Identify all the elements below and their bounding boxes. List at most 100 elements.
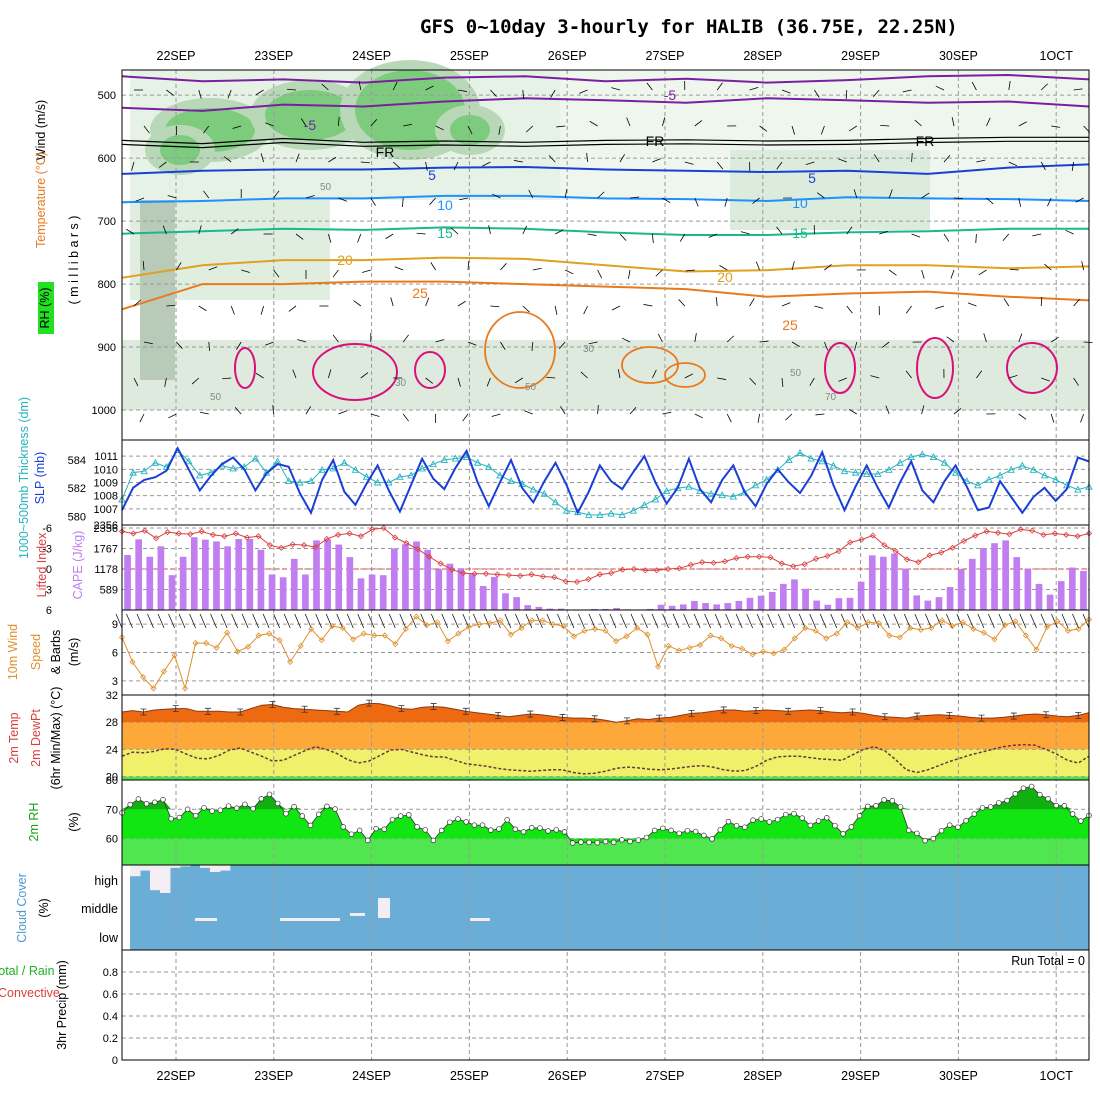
wind-speed-marker bbox=[518, 624, 525, 632]
wind-barb bbox=[921, 192, 930, 199]
thickness-marker bbox=[996, 471, 1004, 479]
wind-barb bbox=[978, 269, 987, 276]
cape-bar bbox=[791, 579, 798, 610]
wind-axis-label: Wind (m/s) bbox=[34, 100, 48, 160]
thickness-marker bbox=[729, 492, 738, 500]
isotherm-line bbox=[121, 226, 1089, 236]
lifted-index-marker bbox=[926, 552, 933, 559]
wind-barb bbox=[662, 117, 666, 127]
thickness-marker bbox=[129, 468, 137, 476]
cape-bar bbox=[491, 576, 498, 610]
li-tick: 3 bbox=[46, 585, 52, 597]
contour-label: -5 bbox=[304, 117, 317, 133]
precip-tick: 0.4 bbox=[103, 1011, 118, 1023]
wind-barb bbox=[402, 197, 404, 208]
rh-marker bbox=[799, 815, 805, 821]
high-cloud-gap bbox=[179, 865, 191, 867]
wind-barb bbox=[986, 117, 991, 127]
lifted-index-marker bbox=[847, 539, 854, 546]
wind-barb bbox=[232, 125, 242, 129]
wind-barb bbox=[1050, 336, 1059, 343]
thickness-marker bbox=[229, 464, 237, 472]
slp-line bbox=[121, 446, 1090, 516]
wind-barb bbox=[514, 377, 524, 384]
thickness-marker bbox=[340, 458, 349, 466]
wind-barb bbox=[295, 233, 304, 240]
minmax-errorbar bbox=[204, 707, 211, 715]
thickness-marker bbox=[751, 481, 760, 489]
wind-speed-marker bbox=[623, 633, 630, 640]
thickness-marker bbox=[985, 475, 993, 483]
surface-wind-barb bbox=[599, 613, 606, 629]
wind-barb bbox=[611, 87, 621, 91]
lifted-index-marker bbox=[892, 548, 899, 555]
cape-bar bbox=[724, 603, 732, 610]
cape-tick: 589 bbox=[100, 585, 118, 597]
cape-bar bbox=[991, 543, 998, 610]
wind-speed-marker bbox=[570, 633, 578, 640]
lifted-index-marker bbox=[175, 530, 182, 537]
wind-barb bbox=[338, 116, 340, 127]
surface-wind-barb bbox=[935, 613, 943, 629]
wind-speed-marker bbox=[497, 617, 504, 624]
wind-speed-marker bbox=[1054, 618, 1061, 625]
wind-barb bbox=[328, 369, 332, 379]
rh-contour-label: 50 bbox=[320, 182, 332, 193]
li-tick: -3 bbox=[42, 544, 52, 556]
surface-wind-barb bbox=[157, 613, 165, 629]
thickness-tick: 584 bbox=[68, 455, 86, 467]
wind-barb bbox=[321, 83, 329, 91]
pressure-tick: 500 bbox=[98, 90, 116, 102]
wind-barb bbox=[297, 339, 307, 343]
rh-marker bbox=[209, 808, 215, 814]
surface-wind-barb bbox=[1009, 613, 1016, 629]
minmax-errorbar bbox=[462, 707, 469, 715]
wind-barb bbox=[1018, 197, 1022, 207]
wind-barb bbox=[685, 269, 695, 272]
wind-barb bbox=[1073, 298, 1080, 307]
cape-bar bbox=[257, 549, 265, 610]
wind-barb bbox=[643, 304, 653, 307]
rh-marker bbox=[717, 827, 723, 833]
minmax-errorbar bbox=[978, 714, 985, 722]
lifted-index-marker bbox=[551, 574, 558, 581]
date-label-bottom: 22SEP bbox=[157, 1069, 196, 1083]
wind-barb bbox=[451, 227, 459, 235]
wind-tick: 6 bbox=[112, 648, 118, 660]
date-label-top: 29SEP bbox=[841, 49, 880, 63]
lifted-index-marker bbox=[630, 565, 638, 573]
rh-marker bbox=[733, 822, 740, 829]
lifted-index-marker bbox=[482, 570, 490, 577]
rh-marker bbox=[905, 827, 912, 834]
wind-barb bbox=[911, 233, 921, 238]
wind-barb bbox=[416, 232, 426, 235]
wind-barb bbox=[694, 333, 697, 343]
rh-marker bbox=[471, 822, 478, 828]
surface-wind-barb bbox=[399, 613, 407, 629]
cape-bar bbox=[379, 575, 387, 610]
surface-wind-barb bbox=[851, 613, 859, 629]
wind-barb bbox=[222, 377, 232, 380]
rh-marker bbox=[381, 826, 387, 832]
wind-speed-marker bbox=[276, 637, 283, 644]
precip-tick: 0.8 bbox=[103, 967, 118, 979]
wind-barb bbox=[332, 269, 339, 278]
thickness-marker bbox=[407, 471, 415, 479]
surface-wind-barb bbox=[620, 613, 627, 629]
instability-contour bbox=[824, 342, 856, 394]
wind-barb bbox=[715, 297, 718, 307]
wind-barb bbox=[142, 260, 145, 271]
wind-barb bbox=[1071, 161, 1074, 171]
thickness-marker bbox=[540, 489, 549, 497]
wind-speed-marker bbox=[602, 627, 609, 634]
precip-tick: 0.2 bbox=[103, 1033, 118, 1045]
thickness-marker bbox=[1007, 465, 1015, 473]
cape-bar bbox=[546, 608, 554, 610]
rh-marker bbox=[225, 803, 232, 809]
wind-barb bbox=[457, 89, 467, 92]
wind-barb bbox=[953, 197, 964, 200]
wind-barb bbox=[558, 341, 566, 349]
wind-speed-marker bbox=[844, 619, 851, 626]
thickness-marker bbox=[940, 458, 949, 466]
rh-marker bbox=[496, 826, 502, 832]
